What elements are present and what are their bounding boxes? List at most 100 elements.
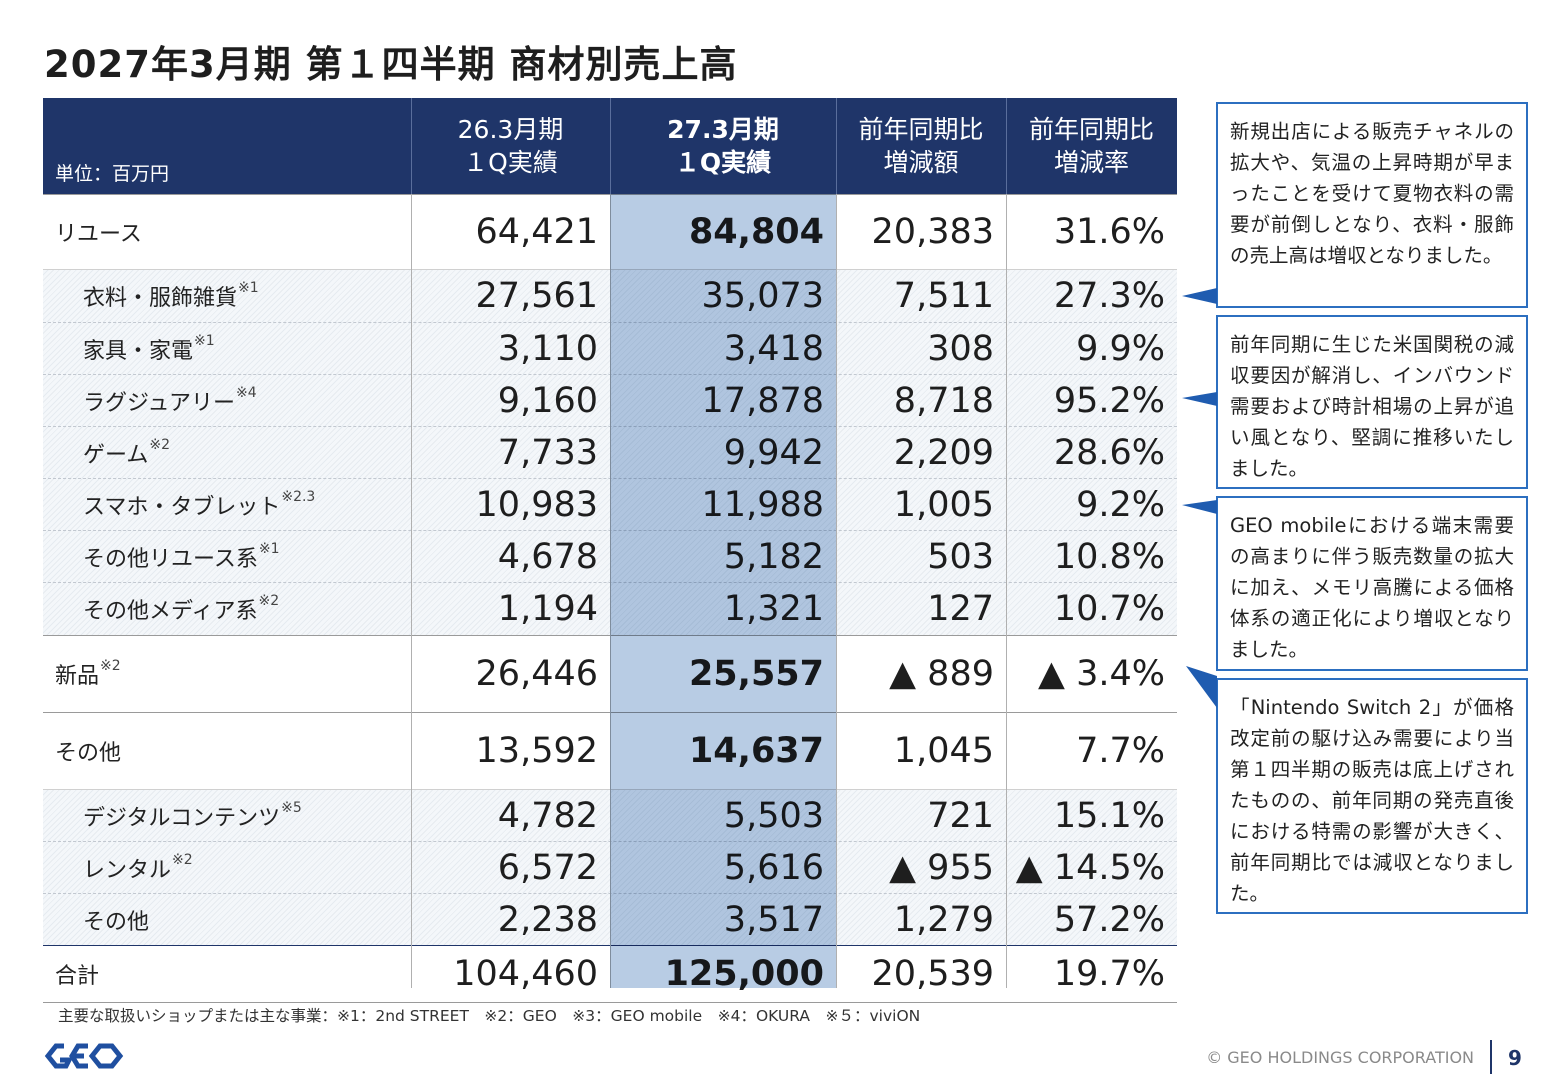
row-label: 新品 ※2 [43,636,411,712]
value-prev: 27,561 [475,276,598,316]
value-prev: 4,678 [497,536,598,577]
row-footnote-mark: ※5 [281,799,302,816]
row-label-text: その他 [55,741,122,766]
value-change-rate: 9.2% [1076,484,1165,525]
col-header-line2: １Q実績 [674,148,772,177]
value-prev: 3,110 [497,328,598,369]
row-label-text: その他 [83,909,150,935]
value-change-amount: 308 [927,328,994,369]
unit-label: 単位：百万円 [55,163,170,185]
value-change-amount: 7,511 [893,276,994,316]
callout-luxury: 前年同期に生じた米国関税の減収要因が解消し、インバウンド需要および時計相場の上昇… [1216,315,1528,489]
row-label-text: 衣料・服飾雑貨 [83,286,238,311]
footnote: 主要な取扱いショップまたは主な事業：※1：2nd STREET ※2：GEO ※… [58,1007,921,1025]
value-prev: 4,782 [497,795,598,836]
value-change-amount: 503 [927,536,994,577]
value-change-amount: ▲ 955 [889,847,994,888]
value-change-amount: 20,539 [871,954,994,994]
value-change-rate: ▲ 14.5% [1015,847,1165,888]
value-change-rate: 10.8% [1053,536,1165,577]
value-change-rate: 95.2% [1053,380,1165,421]
row-footnote-mark: ※4 [236,384,257,401]
pointer-new-products [1186,666,1217,708]
callout-apparel: 新規出店による販売チャネルの拡大や、気温の上昇時期が早まったことを受けて夏物衣料… [1216,102,1528,308]
value-change-rate: 19.7% [1053,954,1165,994]
row-label-text: 合計 [55,964,100,989]
row-label: 合計 [43,946,411,1002]
value-prev: 2,238 [497,899,598,940]
column-divider [836,194,837,988]
value-change-rate: 15.1% [1053,795,1165,836]
value-prev: 26,446 [475,654,598,694]
pointer-smartphone [1182,500,1217,514]
row-footnote-mark: ※1 [238,280,259,296]
value-change-rate: 10.7% [1053,589,1165,629]
value-prev: 64,421 [475,212,598,252]
value-change-amount: 1,005 [893,484,994,525]
col-header-line1: 26.3月期 [457,115,564,144]
pointer-apparel [1182,288,1217,304]
row-footnote-mark: ※1 [194,332,215,349]
value-change-rate: 31.6% [1053,212,1165,252]
row-footnote-mark: ※2 [149,436,170,453]
column-divider [411,194,412,988]
table-header: 単位：百万円 26.3月期 １Q実績 27.3月期 １Q実績 前年同期比 増減額… [43,98,1177,194]
callout-smartphone: GEO mobileにおける端末需要の高まりに伴う販売数量の拡大に加え、メモリ高… [1216,496,1528,671]
row-footnote-mark: ※2 [100,658,121,674]
page-divider [1490,1040,1492,1074]
value-change-amount: 721 [927,795,994,836]
value-change-rate: 9.9% [1076,328,1165,369]
value-change-amount: ▲ 889 [889,654,994,694]
value-change-amount: 2,209 [893,432,994,473]
pointer-luxury [1182,392,1217,406]
row-label: デジタルコンテンツ ※5 [43,790,411,841]
value-prev: 7,733 [497,432,598,473]
current-period-highlight [610,194,836,988]
row-label: レンタル ※2 [43,842,411,893]
column-divider [1006,194,1007,988]
row-label-text: デジタルコンテンツ [83,805,281,831]
value-change-rate: 7.7% [1076,731,1165,771]
row-label: 家具・家電 ※1 [43,323,411,374]
geo-logo-icon [44,1043,124,1069]
row-label-text: 新品 [55,664,100,689]
row-label: ラグジュアリー ※4 [43,375,411,426]
row-label-text: 家具・家電 [83,338,194,364]
value-prev: 1,194 [497,589,598,629]
col-header-change-rate: 前年同期比 増減率 [1006,98,1177,194]
col-header-change-amount: 前年同期比 増減額 [836,98,1006,194]
col-header-line1: 前年同期比 [1028,115,1154,144]
col-header-line1: 前年同期比 [858,115,984,144]
row-label: その他リユース系 ※1 [43,531,411,582]
value-change-amount: 1,279 [893,899,994,940]
row-footnote-mark: ※2.3 [281,488,316,505]
row-label-text: リユース [55,222,142,247]
row-label-text: スマホ・タブレット [83,494,281,520]
row-label: 衣料・服飾雑貨 ※1 [43,270,411,322]
sales-table: 単位：百万円 26.3月期 １Q実績 27.3月期 １Q実績 前年同期比 増減額… [43,98,1177,1003]
row-label: ゲーム ※2 [43,427,411,478]
page-title: 2027年3月期 第１四半期 商材別売上高 [44,43,738,86]
copyright: © GEO HOLDINGS CORPORATION [1206,1048,1474,1067]
row-label: その他 [43,894,411,945]
row-label-text: その他リユース系 [83,546,258,572]
value-change-amount: 127 [927,589,994,629]
value-prev: 104,460 [453,954,598,994]
value-prev: 13,592 [475,731,598,771]
value-change-amount: 20,383 [871,212,994,252]
row-label: リユース [43,195,411,269]
value-change-rate: ▲ 3.4% [1038,654,1165,694]
col-header-line2: １Q実績 [463,148,558,177]
row-label-text: その他メディア系 [83,599,258,624]
row-footnote-mark: ※2 [172,851,193,868]
row-footnote-mark: ※1 [258,540,280,557]
value-change-rate: 28.6% [1053,432,1165,473]
row-label: その他 [43,713,411,789]
col-header-line2: 増減率 [1053,148,1129,177]
value-change-amount: 8,718 [893,380,994,421]
callout-new-products: 「Nintendo Switch 2」が価格改定前の駆け込み需要により当第１四半… [1216,678,1528,914]
row-footnote-mark: ※2 [258,593,280,609]
row-label-text: レンタル [83,857,172,883]
